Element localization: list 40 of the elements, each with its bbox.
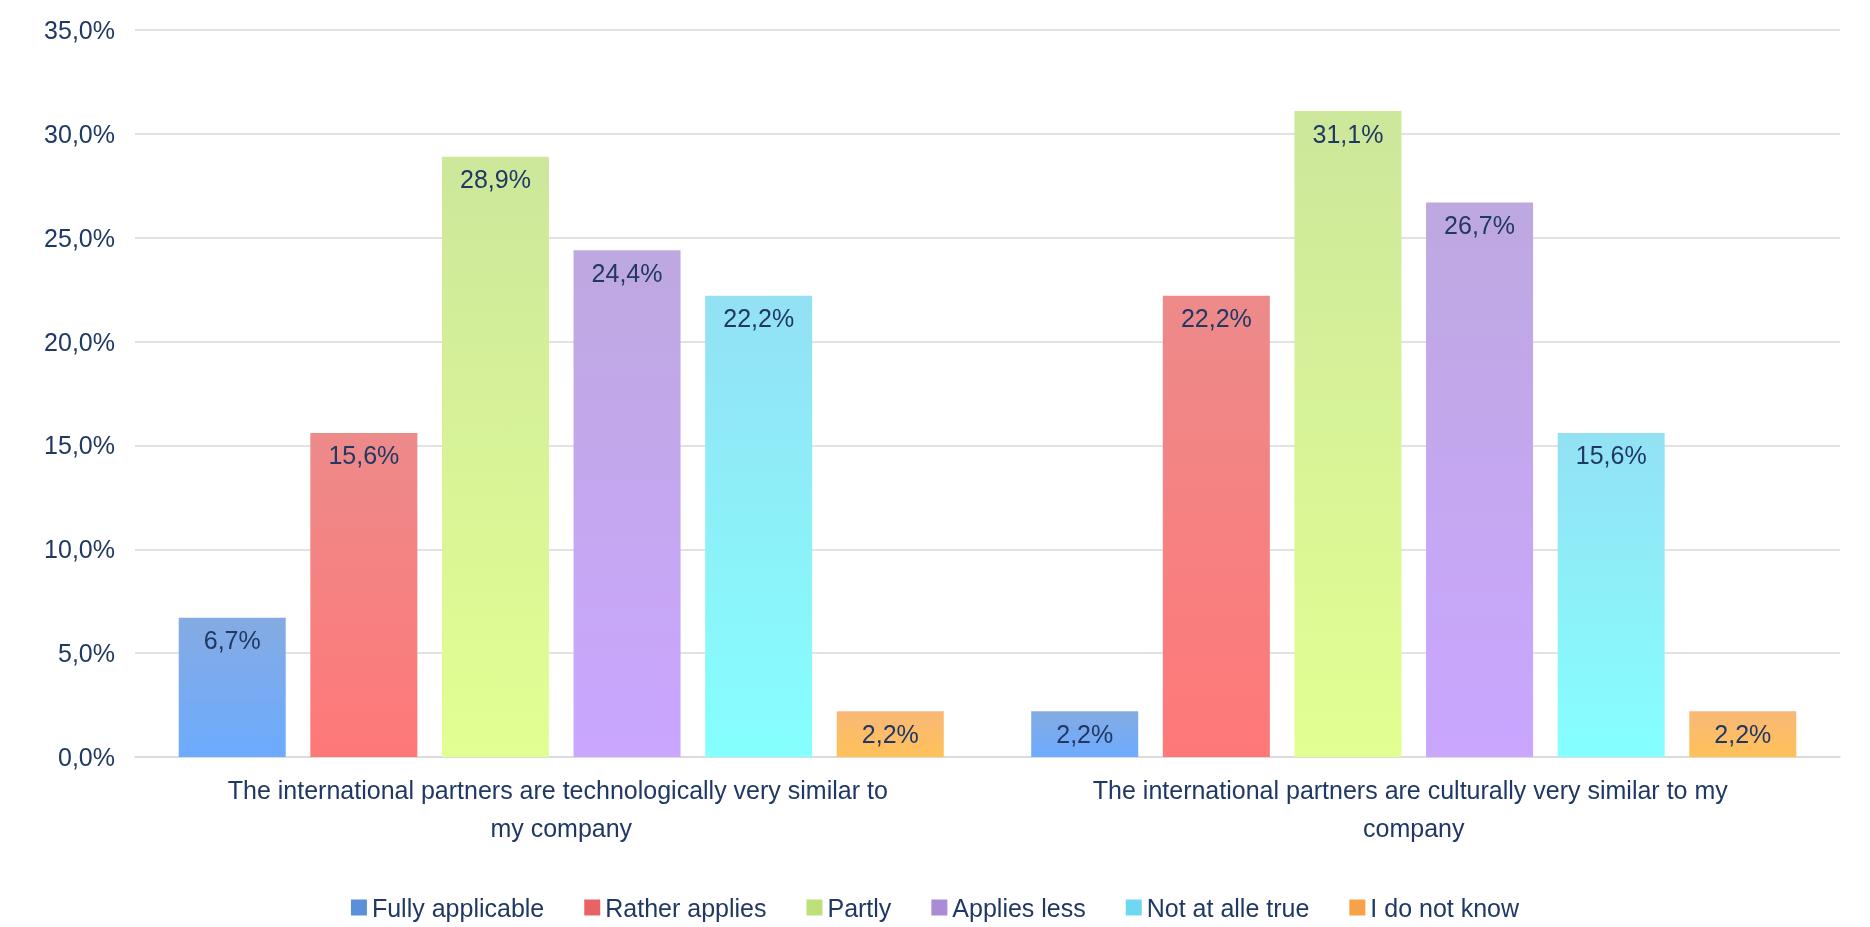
bar — [1689, 711, 1797, 757]
data-label: 22,2% — [723, 304, 795, 333]
y-tick-label: 30,0% — [44, 119, 115, 148]
data-label: 28,9% — [460, 165, 531, 194]
y-tick-label: 5,0% — [58, 639, 115, 668]
legend-label: Rather applies — [605, 893, 767, 922]
bar — [310, 432, 418, 757]
bar — [1557, 432, 1665, 757]
y-tick-label: 25,0% — [44, 223, 115, 252]
data-label: 15,6% — [1575, 441, 1647, 470]
bar — [836, 711, 944, 757]
y-tick-label: 0,0% — [58, 743, 115, 771]
data-label: 15,6% — [328, 441, 400, 470]
legend-label: Applies less — [952, 893, 1086, 922]
data-label: 2,2% — [1056, 719, 1114, 748]
legend-label: Fully applicable — [371, 893, 545, 922]
legend-label: Not at alle true — [1146, 893, 1310, 922]
data-label: 22,2% — [1180, 304, 1252, 333]
y-tick-label: 35,0% — [44, 16, 115, 44]
legend-label: Partly — [827, 893, 892, 922]
x-tick-label: The international partners are technologically very similar to my company — [227, 776, 895, 842]
data-label: 2,2% — [1714, 719, 1772, 748]
data-label: 2,2% — [861, 719, 919, 748]
bar — [441, 156, 549, 757]
bar — [1162, 295, 1270, 757]
data-label: 26,7% — [1444, 210, 1515, 239]
y-tick-label: 15,0% — [44, 431, 115, 460]
bar — [1294, 111, 1402, 757]
data-label: 31,1% — [1312, 119, 1384, 148]
bar — [705, 295, 813, 757]
y-tick-label: 20,0% — [44, 327, 115, 356]
y-tick-label: 10,0% — [44, 535, 115, 564]
bar — [178, 617, 286, 757]
legend-label: I do not know — [1370, 893, 1520, 922]
x-tick-label: The international partners are culturally very similar to my company — [1092, 776, 1735, 842]
bar — [1426, 202, 1534, 757]
data-label: 24,4% — [591, 258, 663, 287]
data-label: 6,7% — [203, 626, 261, 655]
bar — [573, 250, 681, 757]
bar — [1031, 711, 1139, 757]
